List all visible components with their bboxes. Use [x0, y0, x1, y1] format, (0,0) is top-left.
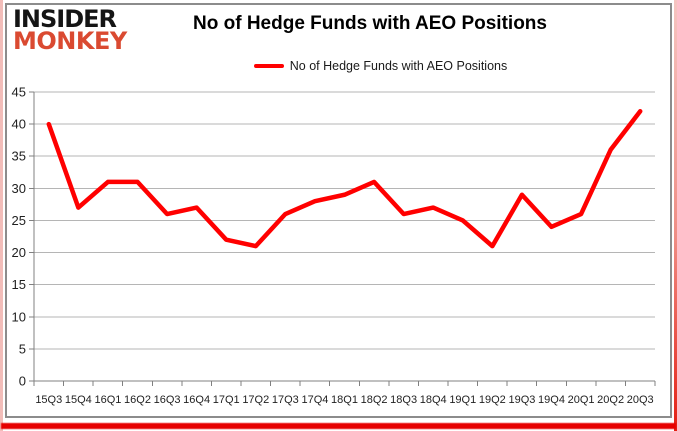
- svg-text:35: 35: [12, 149, 26, 164]
- svg-text:20Q1: 20Q1: [568, 394, 595, 406]
- legend-series-label: No of Hedge Funds with AEO Positions: [289, 59, 508, 73]
- svg-text:30: 30: [12, 181, 26, 196]
- svg-text:15Q4: 15Q4: [65, 394, 92, 406]
- svg-text:5: 5: [19, 341, 26, 356]
- svg-text:19Q1: 19Q1: [449, 394, 476, 406]
- svg-text:18Q2: 18Q2: [361, 394, 388, 406]
- svg-text:20: 20: [12, 245, 26, 260]
- svg-text:19Q2: 19Q2: [479, 394, 506, 406]
- svg-text:20Q2: 20Q2: [597, 394, 624, 406]
- legend-line-swatch-icon: [253, 64, 284, 68]
- page-border-bottom: [1, 423, 676, 429]
- svg-text:16Q4: 16Q4: [183, 394, 210, 406]
- logo-text-monkey: MONKEY: [13, 27, 127, 56]
- svg-text:17Q1: 17Q1: [213, 394, 240, 406]
- page-border-left: [0, 0, 3, 431]
- logo-text-insider: INSIDER: [13, 5, 117, 33]
- svg-text:18Q3: 18Q3: [390, 394, 417, 406]
- svg-text:17Q2: 17Q2: [242, 394, 269, 406]
- chart-legend: No of Hedge Funds with AEO Positions: [0, 59, 677, 73]
- svg-text:18Q4: 18Q4: [420, 394, 447, 406]
- svg-text:45: 45: [12, 85, 26, 100]
- svg-text:19Q4: 19Q4: [538, 394, 565, 406]
- svg-text:19Q3: 19Q3: [508, 394, 535, 406]
- svg-text:16Q2: 16Q2: [124, 394, 151, 406]
- svg-text:18Q1: 18Q1: [331, 394, 358, 406]
- svg-text:16Q1: 16Q1: [94, 394, 121, 406]
- svg-text:25: 25: [12, 213, 26, 228]
- svg-text:0: 0: [19, 374, 26, 389]
- svg-text:10: 10: [12, 309, 26, 324]
- svg-text:40: 40: [12, 117, 26, 132]
- page-border-right: [674, 0, 677, 431]
- svg-text:17Q3: 17Q3: [272, 394, 299, 406]
- svg-text:15Q3: 15Q3: [35, 394, 62, 406]
- svg-text:15: 15: [12, 277, 26, 292]
- page-title: No of Hedge Funds with AEO Positions: [193, 13, 547, 34]
- svg-text:17Q4: 17Q4: [301, 394, 328, 406]
- svg-text:16Q3: 16Q3: [154, 394, 181, 406]
- svg-text:20Q3: 20Q3: [627, 394, 654, 406]
- insider-monkey-logo: INSIDER MONKEY: [13, 5, 127, 56]
